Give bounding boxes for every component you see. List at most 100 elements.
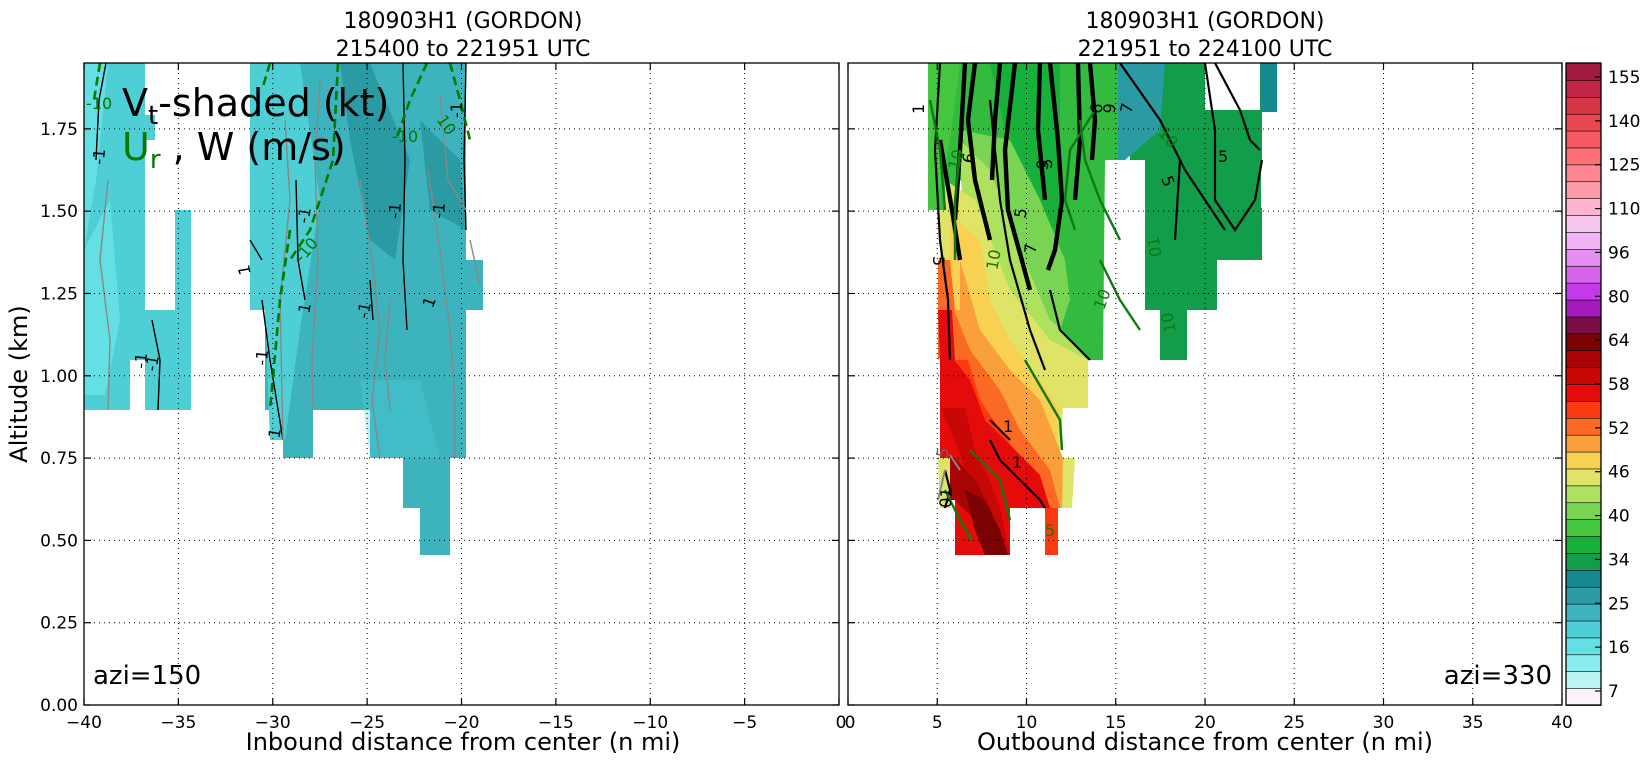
colorbar-swatch [1565, 485, 1602, 504]
colorbar-swatch [1565, 620, 1602, 639]
x-tick-label: 10 [1016, 713, 1038, 733]
colorbar-swatch [1565, 130, 1602, 149]
left-contour-label: -1 [142, 354, 163, 373]
colorbar-swatch [1565, 147, 1602, 166]
right-y-ticks-marks [848, 128, 1562, 706]
right-contour-label: 9 [1032, 158, 1052, 171]
right-w-contours-thick [937, 63, 1098, 291]
left-y-ticks: 0.00 0.25 0.50 0.75 1.00 1.25 1.50 1.75 [40, 120, 839, 716]
left-contour-label: -1 [252, 349, 272, 367]
colorbar-swatch [1565, 62, 1602, 81]
right-grid [848, 63, 1562, 705]
right-title-line2: 221951 to 224100 UTC [1078, 37, 1333, 62]
right-contour-label: 5 [1045, 521, 1055, 540]
colorbar-swatch [1565, 501, 1602, 520]
colorbar-tick-label: 40 [1608, 507, 1630, 527]
right-x-ticks: 0 5 10 15 20 25 30 35 40 [845, 63, 1573, 733]
colorbar-swatch [1565, 180, 1602, 199]
colorbar-swatch [1565, 670, 1602, 689]
left-ur-contours [92, 63, 472, 411]
colorbar-tick-label: 64 [1608, 331, 1630, 351]
right-contour-label: 01 [936, 487, 957, 509]
right-contour-label: 5 [1037, 158, 1057, 170]
colorbar-swatch [1565, 569, 1602, 588]
left-contour-label: -1 [131, 352, 151, 370]
right-w-contours-gray [937, 454, 961, 501]
y-tick-label: 0.75 [40, 449, 78, 469]
right-contour-label: 6 [1087, 103, 1107, 115]
x-tick-label: −35 [160, 713, 196, 733]
colorbar-swatch [1565, 96, 1602, 115]
left-contour-label: -10 [392, 127, 418, 146]
colorbar-swatch [1565, 265, 1602, 284]
x-tick-label: 40 [1551, 713, 1573, 733]
colorbar-swatch [1565, 434, 1602, 453]
right-contour-label: 6 [959, 151, 979, 164]
x-tick-label: −30 [255, 713, 291, 733]
colorbar-swatch [1565, 535, 1602, 554]
colorbar-swatch [1565, 468, 1602, 487]
left-grid [84, 63, 839, 705]
colorbar-tick-label: 58 [1608, 375, 1630, 395]
x-tick-label: 35 [1462, 713, 1484, 733]
colorbar-swatch [1565, 400, 1602, 419]
right-contour-label: 1 [1012, 453, 1022, 472]
colorbar-swatch [1565, 637, 1602, 656]
left-contour-label: -1 [89, 148, 109, 166]
right-contour-label: 10 [1157, 311, 1179, 334]
colorbar-swatch [1565, 383, 1602, 402]
right-title-line1: 180903H1 (GORDON) [1085, 9, 1324, 34]
colorbar-tick-label: 80 [1608, 287, 1630, 307]
colorbar-swatch [1565, 214, 1602, 233]
colorbar-tick-label: 34 [1608, 550, 1630, 570]
colorbar-tick-label: 96 [1608, 243, 1630, 263]
x-tick-label: 20 [1194, 713, 1216, 733]
left-x-axis-label: Inbound distance from center (n mi) [246, 728, 681, 756]
left-contour-label: 1 [265, 426, 285, 439]
colorbar-swatch [1565, 603, 1602, 622]
x-tick-label: −40 [66, 713, 102, 733]
colorbar-tick-label: 110 [1608, 200, 1640, 220]
left-azimuth-label: azi=150 [93, 661, 201, 691]
x-tick-label: −15 [538, 713, 574, 733]
y-tick-label: 0.50 [40, 531, 78, 551]
left-x-ticks: −40 −35 −30 −25 −20 −15 −10 −5 0 [66, 63, 846, 733]
right-contour-label: 10 [944, 147, 968, 172]
right-contour-label: 10 [982, 248, 1004, 271]
left-contour-label: -1 [429, 202, 449, 220]
y-tick-label: 0.25 [40, 614, 78, 634]
colorbar-swatch [1565, 316, 1602, 335]
colorbar-swatch [1565, 164, 1602, 183]
left-title-line2: 215400 to 221951 UTC [336, 37, 591, 62]
x-tick-label: 0 [836, 713, 847, 733]
x-tick-label: 25 [1283, 713, 1305, 733]
right-contour-label: 5 [1218, 147, 1228, 166]
left-contour-label: -10 [86, 94, 112, 113]
right-ur-contours [928, 99, 1141, 541]
colorbar-swatch [1565, 349, 1602, 368]
colorbar-swatch [1565, 299, 1602, 318]
right-contour-label: 1 [1003, 417, 1013, 436]
colorbar-swatch [1565, 248, 1602, 267]
right-contour-label: 01 [1143, 235, 1165, 258]
colorbar-tick-label: 52 [1608, 419, 1630, 439]
x-tick-label: −25 [349, 713, 385, 733]
colorbar-swatch [1565, 451, 1602, 470]
right-contour-label: 1 [909, 104, 928, 114]
left-contour-label: -1 [385, 202, 405, 220]
x-tick-label: 30 [1373, 713, 1395, 733]
right-contour-label: 9 [1100, 103, 1120, 115]
right-contour-label: 7 [1021, 243, 1041, 255]
right-x-axis-label: Outbound distance from center (n mi) [977, 728, 1433, 756]
left-legend-line1: Vt-shaded (kt) [122, 81, 389, 131]
colorbar-tick-label: 140 [1608, 112, 1640, 132]
left-title-line1: 180903H1 (GORDON) [343, 9, 582, 34]
y-tick-label: 1.50 [40, 202, 78, 222]
colorbar-swatch [1565, 79, 1602, 98]
colorbar-swatch [1565, 333, 1602, 352]
right-contour-label: 5 [929, 256, 948, 266]
y-tick-label: 0.00 [40, 696, 78, 716]
y-axis-label: Altitude (km) [5, 305, 33, 462]
colorbar-swatch [1565, 518, 1602, 537]
right-contour-label: 7 [1117, 101, 1137, 114]
